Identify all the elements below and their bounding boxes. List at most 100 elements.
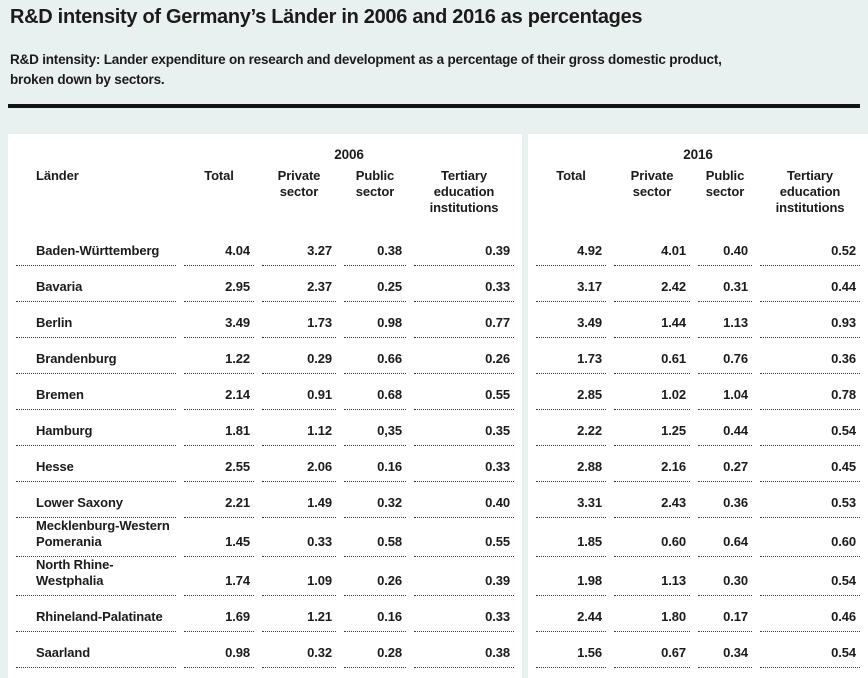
value-cell: 4.01: [614, 230, 691, 266]
value-cell: 0.40: [698, 230, 753, 266]
table-row: Bavaria 2.95 2.37 0.25 0.33 3.17 2.42 0.…: [16, 266, 861, 302]
value-cell: 2.37: [262, 266, 336, 302]
row-label: Hesse: [16, 446, 176, 482]
value-cell: 1.22: [184, 338, 254, 374]
value-cell: 1.13: [698, 302, 753, 338]
panel-gap: [522, 410, 529, 446]
panel-gap: [522, 134, 529, 164]
value-cell: 2.22: [536, 410, 607, 446]
value-cell: 1.02: [614, 374, 691, 410]
row-label: Berlin: [16, 302, 176, 338]
panel-gap: [522, 632, 529, 668]
row-label: Brandenburg: [16, 338, 176, 374]
corner-spacer: [16, 134, 176, 164]
value-cell: 0.78: [760, 374, 861, 410]
value-cell: 1.45: [184, 518, 254, 557]
value-cell: 0.68: [344, 374, 406, 410]
figure-subtitle: R&D intensity: Lander expenditure on res…: [10, 50, 858, 90]
col-header-tertiary-2016: Tertiary education institutions: [775, 168, 845, 215]
value-cell: 0.29: [262, 338, 336, 374]
col-header-private-2006: Private sector: [277, 168, 321, 199]
value-cell: 0.16: [344, 596, 406, 632]
value-cell: 1.25: [614, 410, 691, 446]
value-cell: 3.49: [536, 302, 607, 338]
value-cell: 0.32: [344, 482, 406, 518]
panel-gap: [522, 482, 529, 518]
value-cell: 1.04: [698, 374, 753, 410]
value-cell: 0.16: [344, 446, 406, 482]
value-cell: 0.53: [760, 482, 861, 518]
panel-gap: [522, 668, 529, 678]
col-header-public-2016: Public sector: [705, 168, 745, 199]
value-cell: 0.91: [262, 374, 336, 410]
table-row: Baden-Württemberg 4.04 3.27 0.38 0.39 4.…: [16, 230, 861, 266]
value-cell: 0.45: [760, 446, 861, 482]
table-row: Bremen 2.14 0.91 0.68 0.55 2.85 1.02 1.0…: [16, 374, 861, 410]
col-header-total-2006: Total: [204, 168, 234, 183]
value-cell: 0.32: [262, 632, 336, 668]
value-cell: 0.39: [414, 230, 515, 266]
table-row: Saarland 0.98 0.32 0.28 0.38 1.56 0.67 0…: [16, 632, 861, 668]
row-label: Saarland: [16, 632, 176, 668]
rd-intensity-table: 2006 2016 Länder Total Private sector Pu…: [8, 134, 868, 678]
value-cell: 0.33: [262, 518, 336, 557]
col-header-private-2016: Private sector: [630, 168, 674, 199]
value-cell: 1.85: [536, 518, 607, 557]
value-cell: 1.21: [262, 596, 336, 632]
value-cell: 1.09: [262, 557, 336, 596]
value-cell: 1.49: [262, 482, 336, 518]
value-cell: 0.64: [698, 518, 753, 557]
panel-gap: [522, 518, 529, 557]
panel-gap: [522, 596, 529, 632]
panel-gap: [522, 164, 529, 230]
value-cell: 0.66: [344, 338, 406, 374]
panel-gap: [522, 230, 529, 266]
value-cell: 1.13: [614, 557, 691, 596]
value-cell: 0.54: [760, 557, 861, 596]
value-cell: 0.36: [698, 482, 753, 518]
col-header-laender: Länder: [36, 168, 79, 183]
value-cell: 3.31: [536, 482, 607, 518]
value-cell: 2.21: [184, 482, 254, 518]
value-cell: 3.27: [262, 230, 336, 266]
value-cell: 0.58: [344, 518, 406, 557]
value-cell: 1.81: [184, 410, 254, 446]
col-header-tertiary-2006: Tertiary education institutions: [429, 168, 499, 215]
value-cell: 2.85: [536, 374, 607, 410]
row-label: Mecklenburg-Western Pomerania: [16, 518, 176, 557]
row-label: North Rhine-Westphalia: [16, 557, 176, 596]
value-cell: 2.06: [262, 446, 336, 482]
panel-bottom-filler: [16, 668, 860, 678]
value-cell: 2.16: [614, 446, 691, 482]
value-cell: 0.60: [760, 518, 861, 557]
value-cell: 2.95: [184, 266, 254, 302]
value-cell: 0.35: [414, 410, 515, 446]
panel-gap: [522, 557, 529, 596]
subtitle-line-2: broken down by sectors.: [10, 72, 165, 87]
value-cell: 0.27: [698, 446, 753, 482]
value-cell: 1.73: [536, 338, 607, 374]
value-cell: 0.44: [698, 410, 753, 446]
page-title: R&D intensity of Germany’s Länder in 200…: [10, 6, 643, 28]
value-cell: 2.88: [536, 446, 607, 482]
divider-rule: [8, 104, 860, 108]
figure-header: R&D intensity of Germany’s Länder in 200…: [0, 0, 868, 90]
value-cell: 1.98: [536, 557, 607, 596]
panel-gap: [522, 266, 529, 302]
panel-gap: [522, 302, 529, 338]
value-cell: 0.38: [344, 230, 406, 266]
panel-gap: [522, 374, 529, 410]
table-row: Berlin 3.49 1.73 0.98 0.77 3.49 1.44 1.1…: [16, 302, 861, 338]
value-cell: 2.42: [614, 266, 691, 302]
table-row: North Rhine-Westphalia 1.74 1.09 0.26 0.…: [16, 557, 861, 596]
value-cell: 4.92: [536, 230, 607, 266]
value-cell: 0.33: [414, 266, 515, 302]
year-header-2016: 2016: [683, 147, 713, 162]
value-cell: 0.17: [698, 596, 753, 632]
value-cell: 2.43: [614, 482, 691, 518]
value-cell: 0.44: [760, 266, 861, 302]
value-cell: 0.98: [344, 302, 406, 338]
value-cell: 0.30: [698, 557, 753, 596]
col-header-public-2006: Public sector: [355, 168, 395, 199]
column-header-row: Länder Total Private sector Public secto…: [16, 164, 860, 230]
